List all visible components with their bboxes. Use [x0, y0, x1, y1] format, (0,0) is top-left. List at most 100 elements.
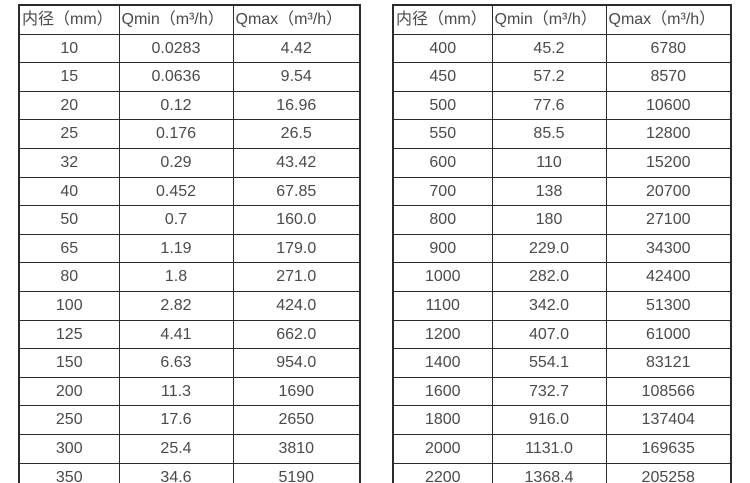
header-row: 内径（mm） Qmin（m³/h） Qmax（m³/h） [18, 4, 361, 35]
table-cell: 229.0 [491, 233, 607, 264]
header-row: 内径（mm） Qmin（m³/h） Qmax（m³/h） [392, 4, 732, 35]
table-cell: 732.7 [491, 376, 607, 407]
table-cell: 0.7 [118, 205, 234, 235]
table-cell: 77.6 [491, 90, 607, 121]
flow-spec-table-small: 内径（mm） Qmin（m³/h） Qmax（m³/h） 10 0.0283 4.4… [18, 4, 361, 483]
table-row: 550 85.5 12800 [392, 119, 732, 149]
table-cell: 1800 [392, 405, 493, 435]
table-cell: 600 [392, 147, 493, 178]
table-row: 300 25.4 3810 [18, 433, 361, 464]
table-cell: 1400 [392, 348, 493, 378]
table-cell: 0.452 [118, 176, 234, 207]
table-cell: 57.2 [491, 62, 607, 92]
table-row: 50 0.7 160.0 [18, 205, 361, 235]
table-cell: 271.0 [232, 262, 361, 292]
table-cell: 179.0 [232, 233, 361, 264]
table-cell: 400 [392, 33, 493, 64]
table-cell: 554.1 [491, 348, 607, 378]
table-cell: 80 [18, 262, 120, 292]
table-cell: 50 [18, 205, 120, 235]
table-cell: 1600 [392, 376, 493, 407]
table-cell: 700 [392, 176, 493, 207]
table-cell: 160.0 [232, 205, 361, 235]
table-cell: 200 [18, 376, 120, 407]
table-cell: 150 [18, 348, 120, 378]
table-cell: 6.63 [118, 348, 234, 378]
table-cell: 10 [18, 33, 120, 64]
table-cell: 15 [18, 62, 120, 92]
table-cell: 900 [392, 233, 493, 264]
table-cell: 100 [18, 290, 120, 321]
table-cell: 205258 [605, 462, 732, 483]
table-cell: 0.0636 [118, 62, 234, 92]
table-row: 600 110 15200 [392, 147, 732, 178]
table-cell: 350 [18, 462, 120, 483]
table-row: 500 77.6 10600 [392, 90, 732, 121]
table-cell: 0.176 [118, 119, 234, 149]
table-cell: 282.0 [491, 262, 607, 292]
table-row: 900 229.0 34300 [392, 233, 732, 264]
table-cell: 0.12 [118, 90, 234, 121]
table-cell: 138 [491, 176, 607, 207]
table-cell: 180 [491, 205, 607, 235]
table-row: 200 11.3 1690 [18, 376, 361, 407]
table-cell: 0.29 [118, 147, 234, 178]
table-cell: 300 [18, 433, 120, 464]
table-cell: 25 [18, 119, 120, 149]
col-header-diameter: 内径（mm） [392, 4, 493, 35]
table-row: 100 2.82 424.0 [18, 290, 361, 321]
col-header-qmax: Qmax（m³/h） [605, 4, 732, 35]
table-cell: 2650 [232, 405, 361, 435]
table-cell: 85.5 [491, 119, 607, 149]
table-cell: 4.42 [232, 33, 361, 64]
table-row: 125 4.41 662.0 [18, 319, 361, 350]
table-row: 800 180 27100 [392, 205, 732, 235]
table-cell: 61000 [605, 319, 732, 350]
table-cell: 27100 [605, 205, 732, 235]
table-cell: 500 [392, 90, 493, 121]
table-cell: 800 [392, 205, 493, 235]
table-cell: 45.2 [491, 33, 607, 64]
col-header-diameter: 内径（mm） [18, 4, 120, 35]
table-row: 2200 1368.4 205258 [392, 462, 732, 483]
table-cell: 20700 [605, 176, 732, 207]
table-cell: 67.85 [232, 176, 361, 207]
table-row: 80 1.8 271.0 [18, 262, 361, 292]
table-cell: 83121 [605, 348, 732, 378]
table-cell: 15200 [605, 147, 732, 178]
table-cell: 108566 [605, 376, 732, 407]
table-cell: 662.0 [232, 319, 361, 350]
table-row: 1000 282.0 42400 [392, 262, 732, 292]
table-cell: 34.6 [118, 462, 234, 483]
table-row: 40 0.452 67.85 [18, 176, 361, 207]
table-cell: 450 [392, 62, 493, 92]
table-cell: 40 [18, 176, 120, 207]
table-row: 700 138 20700 [392, 176, 732, 207]
table-body: 10 0.0283 4.42 15 0.0636 9.54 20 0.12 16.96 25 0.1… [18, 33, 361, 483]
table-cell: 125 [18, 319, 120, 350]
table-cell: 1100 [392, 290, 493, 321]
table-cell: 1000 [392, 262, 493, 292]
table-cell: 10600 [605, 90, 732, 121]
table-cell: 250 [18, 405, 120, 435]
table-row: 10 0.0283 4.42 [18, 33, 361, 64]
table-cell: 6780 [605, 33, 732, 64]
table-cell: 20 [18, 90, 120, 121]
table-cell: 3810 [232, 433, 361, 464]
table-row: 2000 1131.0 169635 [392, 433, 732, 464]
table-cell: 1131.0 [491, 433, 607, 464]
table-cell: 65 [18, 233, 120, 264]
table-cell: 8570 [605, 62, 732, 92]
table-cell: 169635 [605, 433, 732, 464]
table-cell: 42400 [605, 262, 732, 292]
table-cell: 12800 [605, 119, 732, 149]
table-cell: 1.19 [118, 233, 234, 264]
col-header-qmin: Qmin（m³/h） [118, 4, 234, 35]
table-cell: 954.0 [232, 348, 361, 378]
table-cell: 2000 [392, 433, 493, 464]
table-cell: 916.0 [491, 405, 607, 435]
table-cell: 43.42 [232, 147, 361, 178]
table-row: 1400 554.1 83121 [392, 348, 732, 378]
table-row: 25 0.176 26.5 [18, 119, 361, 149]
table-cell: 1.8 [118, 262, 234, 292]
